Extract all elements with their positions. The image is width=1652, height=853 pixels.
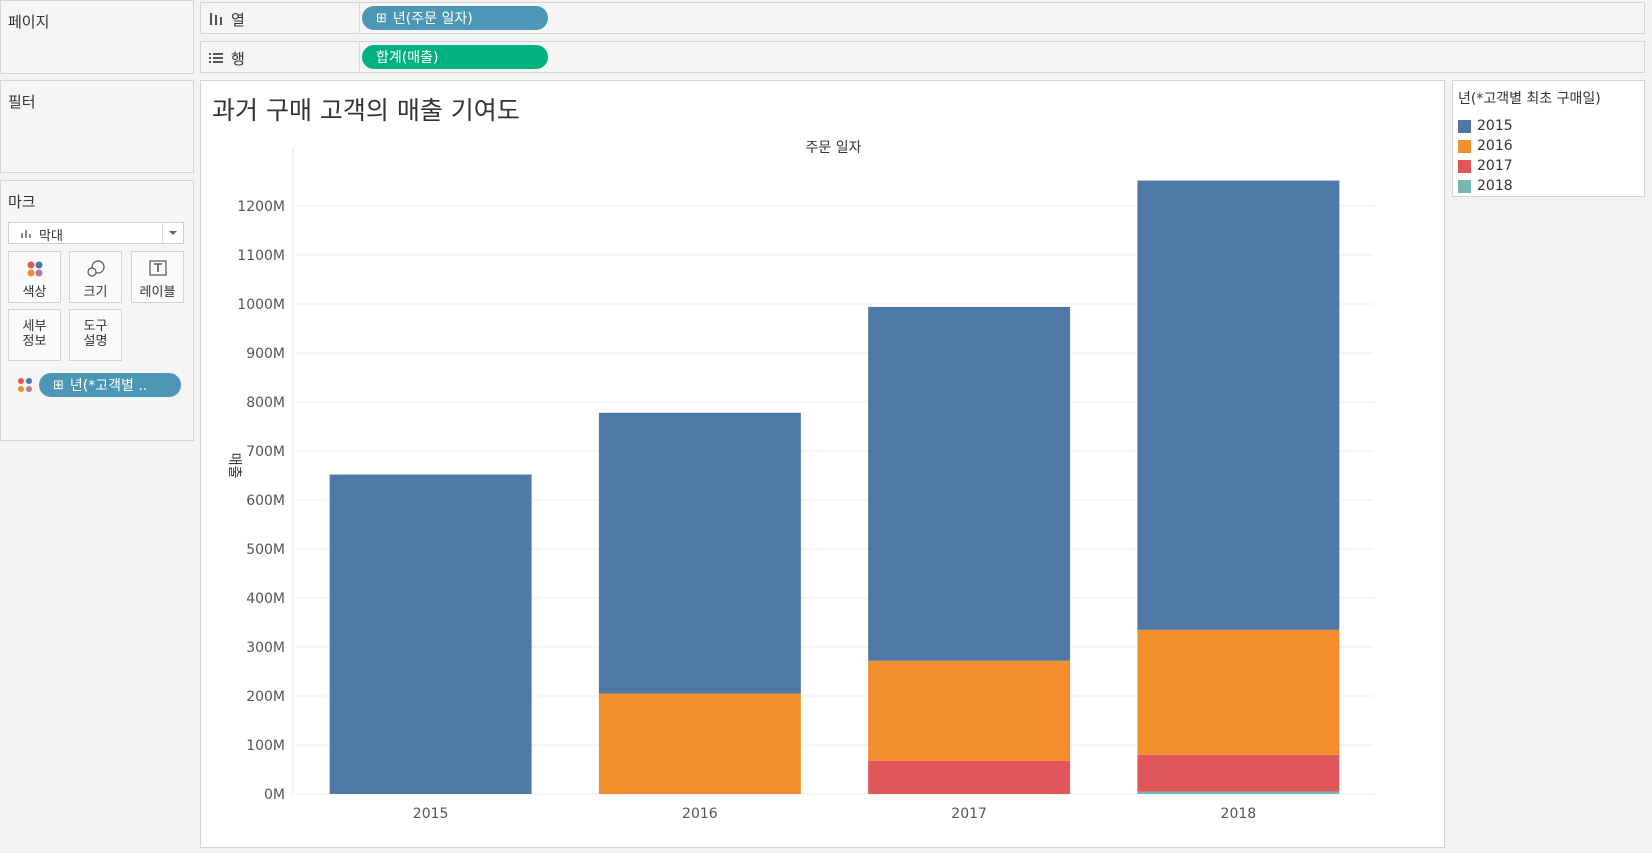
color-legend: 년(*고객별 최초 구매일) 2015 2016 2017 2018 — [1452, 80, 1645, 197]
bar-chart-icon — [21, 227, 31, 238]
legend-item-2018[interactable]: 2018 — [1458, 178, 1513, 194]
rows-pill[interactable]: 합계(매출) — [362, 45, 548, 69]
legend-label: 2015 — [1477, 118, 1513, 134]
chart-title: 과거 구매 고객의 매출 기여도 — [212, 96, 520, 125]
legend-swatch — [1458, 179, 1471, 193]
mark-type-value: 막대 — [39, 229, 63, 244]
rows-shelf-label: 행 — [209, 48, 245, 69]
columns-shelf-label: 열 — [209, 9, 245, 30]
color-field-pill[interactable]: ⊞ 년(*고객별 .. — [39, 373, 181, 397]
tooltip-label-line1: 도구 — [83, 319, 108, 334]
bar-segment-2017-2018 — [1137, 754, 1340, 792]
pages-title: 페이지 — [8, 13, 50, 31]
x-tick-label: 2015 — [413, 806, 449, 822]
x-tick-label: 2017 — [951, 806, 987, 822]
y-tick-label: 0M — [264, 787, 285, 803]
y-tick-label: 1200M — [237, 199, 285, 215]
x-axis-header: 주문 일자 — [805, 140, 862, 156]
bar-segment-2018-2018 — [1137, 791, 1340, 794]
bar-segment-2016-2018 — [1137, 629, 1340, 755]
y-tick-label: 800M — [246, 395, 285, 411]
columns-shelf-text: 열 — [231, 11, 245, 29]
bar-segment-2016-2017 — [868, 660, 1071, 761]
detail-label-line2: 정보 — [22, 334, 47, 349]
color-button[interactable]: 색상 — [8, 251, 61, 303]
shelf-divider — [359, 42, 360, 72]
color-dots-icon — [17, 377, 33, 397]
chart-view: 과거 구매 고객의 매출 기여도 주문 일자 0M 100M 200M 300M 400… — [200, 80, 1445, 848]
legend-label: 2018 — [1477, 178, 1513, 194]
y-tick-label: 1000M — [237, 297, 285, 313]
legend-item-2015[interactable]: 2015 — [1458, 118, 1513, 134]
y-tick-label: 1100M — [237, 248, 285, 264]
x-tick-label: 2016 — [682, 806, 718, 822]
tooltip-label-line2: 설명 — [83, 334, 108, 349]
shelf-divider — [359, 3, 360, 33]
legend-item-2016[interactable]: 2016 — [1458, 138, 1513, 154]
bar-segment-2015-2016 — [598, 412, 801, 694]
legend-item-2017[interactable]: 2017 — [1458, 158, 1513, 174]
y-tick-label: 700M — [246, 444, 285, 460]
y-tick-label: 100M — [246, 738, 285, 754]
tooltip-button[interactable]: 도구 설명 — [69, 309, 122, 361]
color-label: 색상 — [22, 285, 47, 300]
size-label: 크기 — [83, 285, 108, 300]
bar-segment-2015-2015 — [329, 474, 532, 794]
columns-shelf[interactable]: 열 ⊞ 년(주문 일자) — [200, 2, 1645, 34]
detail-label: 세부 정보 — [9, 319, 60, 349]
bar-segment-2017-2017 — [868, 760, 1071, 794]
detail-button[interactable]: 세부 정보 — [8, 309, 61, 361]
y-tick-label: 500M — [246, 542, 285, 558]
y-tick-label: 200M — [246, 689, 285, 705]
detail-label-line1: 세부 — [22, 319, 47, 334]
pages-panel: 페이지 — [0, 0, 194, 74]
legend-swatch — [1458, 159, 1471, 173]
tooltip-label: 도구 설명 — [70, 319, 121, 349]
y-tick-label: 900M — [246, 346, 285, 362]
bar-segment-2016-2016 — [598, 693, 801, 794]
expand-plus-icon: ⊞ — [376, 10, 387, 26]
chevron-down-icon[interactable] — [162, 223, 183, 243]
bar-segment-2015-2018 — [1137, 180, 1340, 630]
rows-pill-label: 합계(매출) — [376, 50, 439, 66]
bar-chart: 0M 100M 200M 300M 400M 500M 600M 700M 800M 900M 10… — [226, 147, 1373, 822]
color-field-pill-label: 년(*고객별 .. — [69, 378, 148, 394]
marks-title: 마크 — [8, 193, 36, 211]
label-label: 레이블 — [139, 285, 176, 300]
mark-type-dropdown[interactable]: 막대 — [8, 222, 184, 244]
legend-label: 2017 — [1477, 158, 1513, 174]
legend-label: 2016 — [1477, 138, 1513, 154]
legend-swatch — [1458, 119, 1471, 133]
rows-shelf[interactable]: 행 합계(매출) — [200, 41, 1645, 73]
columns-icon — [209, 11, 223, 29]
color-dots-icon — [9, 260, 60, 282]
legend-swatch — [1458, 139, 1471, 153]
y-tick-label: 400M — [246, 591, 285, 607]
text-label-icon — [132, 260, 183, 280]
y-tick-label: 300M — [246, 640, 285, 656]
size-button[interactable]: 크기 — [69, 251, 122, 303]
label-button[interactable]: 레이블 — [131, 251, 184, 303]
filters-panel[interactable]: 필터 — [0, 80, 194, 173]
expand-plus-icon: ⊞ — [53, 377, 64, 393]
legend-title: 년(*고객별 최초 구매일) — [1458, 91, 1601, 107]
columns-pill[interactable]: ⊞ 년(주문 일자) — [362, 6, 548, 30]
x-tick-label: 2018 — [1221, 806, 1257, 822]
filters-title: 필터 — [8, 93, 36, 111]
size-circles-icon — [70, 260, 121, 282]
bar-segment-2015-2017 — [868, 306, 1071, 661]
y-axis-title: 매출 — [226, 453, 242, 479]
columns-pill-label: 년(주문 일자) — [392, 11, 473, 27]
y-tick-label: 600M — [246, 493, 285, 509]
rows-icon — [209, 50, 223, 68]
rows-shelf-text: 행 — [231, 50, 245, 68]
